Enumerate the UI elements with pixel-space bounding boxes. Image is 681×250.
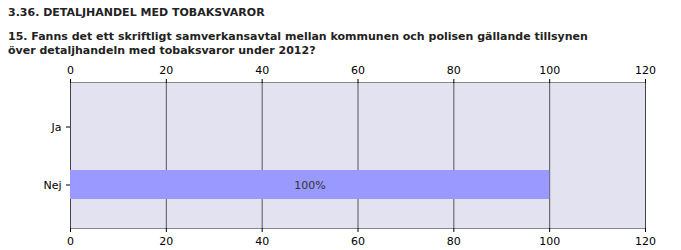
svg-text:Ja: Ja bbox=[51, 121, 62, 134]
svg-text:60: 60 bbox=[351, 235, 365, 248]
svg-text:0: 0 bbox=[67, 235, 74, 248]
svg-text:120: 120 bbox=[635, 64, 656, 77]
svg-text:40: 40 bbox=[255, 235, 269, 248]
svg-text:100: 100 bbox=[539, 235, 560, 248]
svg-text:120: 120 bbox=[635, 235, 656, 248]
svg-text:80: 80 bbox=[447, 235, 461, 248]
svg-text:20: 20 bbox=[159, 235, 173, 248]
svg-text:60: 60 bbox=[351, 64, 365, 77]
html-text:3.36. DETALJHANDEL MED TOBAKSV: 3.36. DETALJHANDEL MED TOBAKSVAROR bbox=[8, 6, 265, 19]
svg-text:80: 80 bbox=[447, 64, 461, 77]
svg-text:0: 0 bbox=[67, 64, 74, 77]
svg-text:100%: 100% bbox=[294, 179, 325, 192]
svg-text:40: 40 bbox=[255, 64, 269, 77]
svg-text:20: 20 bbox=[159, 64, 173, 77]
html-text:15. Fanns det ett skriftligt s: 15. Fanns det ett skriftligt samverkansa… bbox=[8, 30, 588, 57]
svg-text:100: 100 bbox=[539, 64, 560, 77]
svg-text:Nej: Nej bbox=[43, 179, 61, 192]
